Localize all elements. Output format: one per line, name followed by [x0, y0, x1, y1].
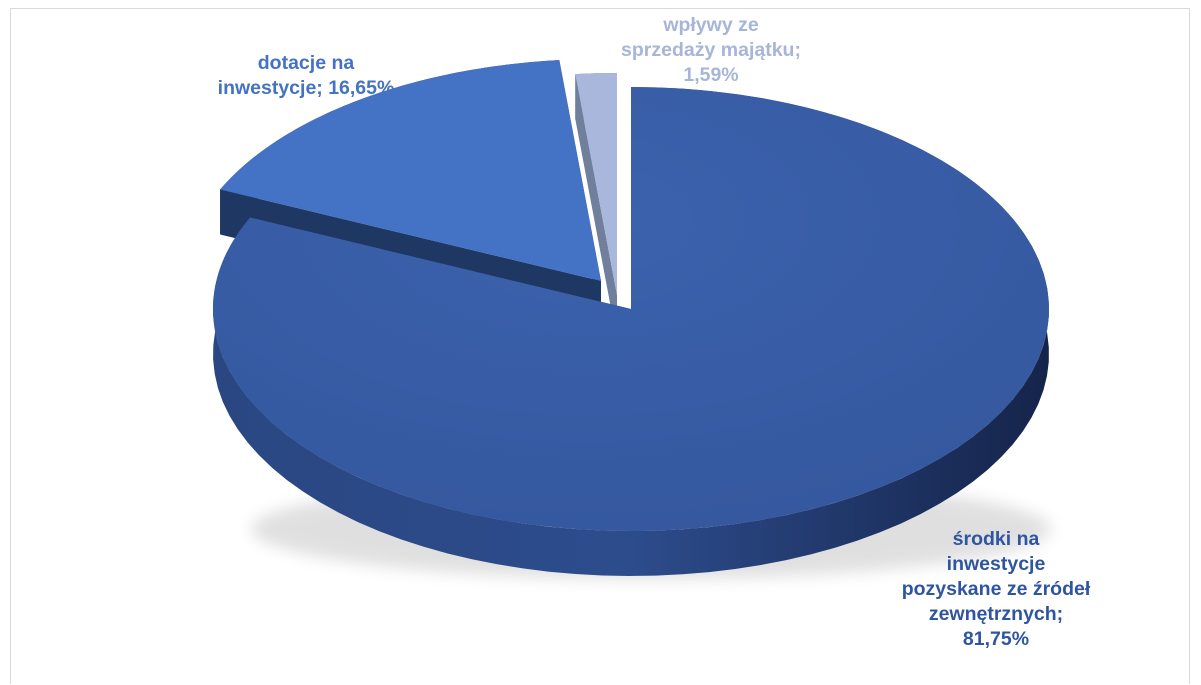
pie-slice-external-funds[interactable] [212, 87, 1049, 531]
slice-label-line: wpływy ze [663, 14, 759, 36]
slice-label-line: pozyskane ze źródeł [901, 578, 1091, 600]
slice-label-line: inwestycje; 16,65% [217, 77, 395, 99]
chart-area: środki na inwestycje pozyskane ze źródeł ze… [10, 8, 1190, 684]
slice-label-line: środki na [952, 528, 1040, 550]
slice-label-investment-grants: dotacje na inwestycje; 16,65% [211, 51, 401, 101]
slice-label-external-funds: środki na inwestycje pozyskane ze źródeł ze… [876, 527, 1116, 652]
pie-slice-asset-sales[interactable] [575, 72, 617, 295]
pie-slice-edge-asset-sales-0 [575, 74, 617, 340]
slice-label-line: 1,59% [683, 64, 739, 86]
slice-label-line: dotacje na [257, 52, 355, 74]
slice-label-line: 81,75% [962, 628, 1030, 650]
pie-chart [212, 60, 1051, 579]
slice-label-asset-sales: wpływy ze sprzedaży majątku; 1,59% [611, 13, 811, 88]
slice-label-line: inwestycje [946, 553, 1046, 575]
slice-label-line: sprzedaży majątku; [621, 39, 801, 61]
slice-label-line: zewnętrznych; [928, 603, 1064, 625]
pie-slice-investment-grants[interactable] [220, 60, 601, 281]
